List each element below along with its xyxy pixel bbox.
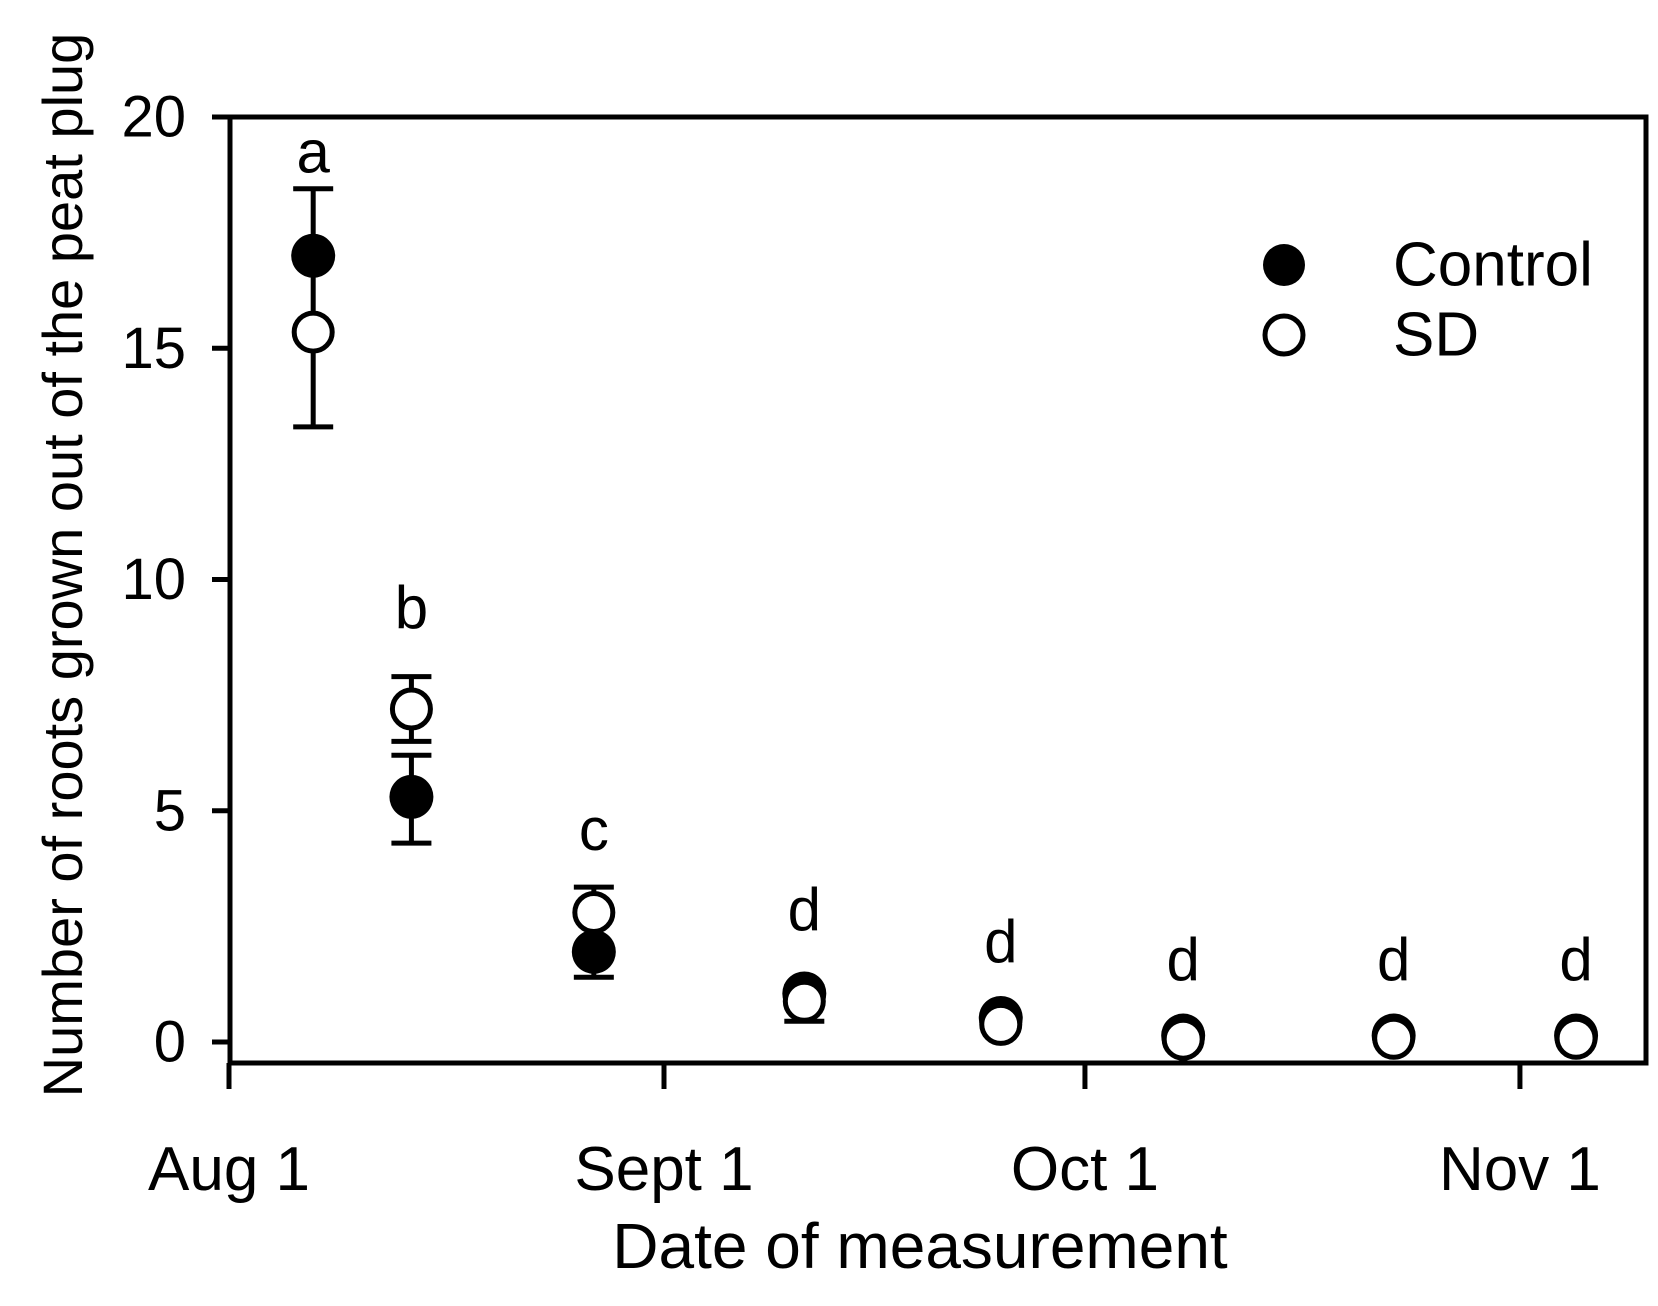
x-tick-label-Aug-1: Aug 1	[148, 1135, 310, 1204]
data-point-sd	[1161, 1017, 1205, 1061]
legend: Control SD	[1262, 231, 1593, 370]
point-group-4	[782, 971, 827, 1024]
x-tick-label-Sept-1: Sept 1	[574, 1135, 753, 1204]
point-group-3	[571, 884, 616, 980]
sig-letter-b: b	[395, 574, 428, 641]
data-point-control	[291, 233, 336, 278]
point-group-7	[1371, 1013, 1416, 1060]
sig-letter-d: d	[1377, 926, 1410, 993]
y-tick-label-10: 10	[121, 547, 186, 612]
sig-letter-d: d	[1559, 926, 1592, 993]
sig-letter-d: d	[788, 876, 821, 943]
sig-letter-d: d	[984, 908, 1017, 975]
data-point-sd	[782, 979, 826, 1023]
axes: 0 5 10 15 20 Aug 1 Sept 1 Oct 1 Nov 1	[121, 85, 1649, 1204]
point-group-1	[291, 186, 336, 430]
data-point-control	[389, 774, 434, 819]
sig-letter-c: c	[579, 796, 609, 863]
data-series	[291, 186, 1599, 1061]
point-group-6	[1161, 1013, 1206, 1061]
y-tick-label-5: 5	[154, 778, 186, 843]
y-tick-label-20: 20	[121, 85, 186, 150]
data-point-sd	[291, 310, 335, 354]
y-tick-label-15: 15	[121, 316, 186, 381]
data-point-control	[571, 929, 616, 974]
data-point-sd	[979, 1002, 1023, 1046]
point-group-5	[978, 995, 1023, 1046]
x-tick-label-Oct-1: Oct 1	[1011, 1135, 1159, 1204]
x-tick-label-Nov-1: Nov 1	[1439, 1135, 1601, 1204]
significance-letters: a b c d d d d d	[297, 119, 1593, 994]
y-axis-title: Number of roots grown out of the peat pl…	[31, 33, 94, 1098]
data-point-sd	[389, 687, 433, 731]
sig-letter-d: d	[1166, 926, 1199, 993]
sig-letter-a: a	[297, 119, 331, 186]
point-group-8	[1554, 1013, 1599, 1060]
y-tick-label-0: 0	[154, 1010, 186, 1075]
data-point-sd	[1554, 1016, 1598, 1060]
legend-label-control: Control	[1393, 231, 1593, 300]
point-group-2	[389, 674, 434, 846]
data-point-sd	[1372, 1016, 1416, 1060]
legend-marker-sd	[1262, 313, 1306, 357]
legend-label-sd: SD	[1393, 301, 1479, 370]
x-axis-title: Date of measurement	[612, 1210, 1228, 1282]
data-point-sd	[572, 891, 616, 934]
legend-marker-control	[1263, 244, 1305, 286]
